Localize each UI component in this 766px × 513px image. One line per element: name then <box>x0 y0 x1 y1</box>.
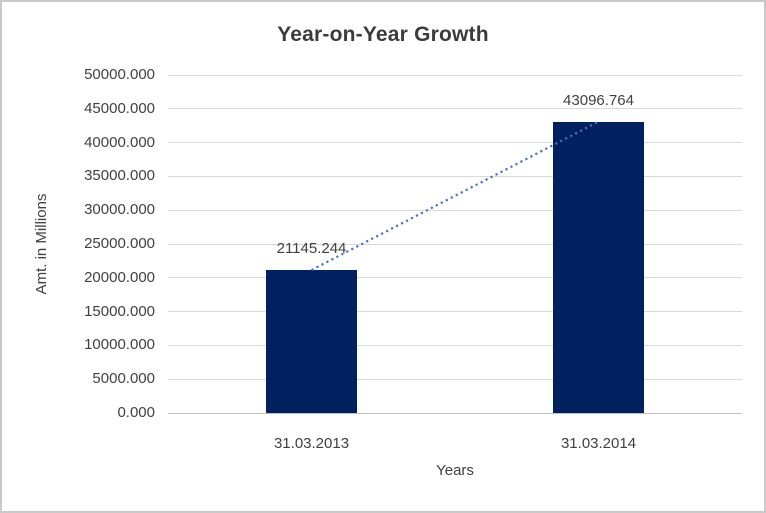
gridline <box>168 175 742 177</box>
y-tick-label: 45000.000 <box>84 99 155 117</box>
y-tick-label: 20000.000 <box>84 268 155 286</box>
y-axis-tick-labels: 0.000 5000.000 10000.000 15000.000 20000.000… <box>0 66 155 421</box>
gridline <box>168 142 742 144</box>
gridline <box>168 209 742 211</box>
gridline <box>168 378 742 380</box>
gridline <box>168 243 742 245</box>
y-tick-label: 25000.000 <box>84 235 155 252</box>
bar-31.03.2014 <box>553 121 644 413</box>
y-tick-label: 15000.000 <box>84 302 155 320</box>
y-tick-label: 10000.000 <box>84 336 155 354</box>
y-tick-label: 30000.000 <box>84 201 155 219</box>
y-tick-label: 0.000 <box>117 404 155 421</box>
x-tick-label: 31.03.2013 <box>273 435 350 452</box>
bar-31.03.2013 <box>266 270 357 413</box>
x-axis-line <box>168 412 742 414</box>
data-label: 43096.764 <box>563 91 634 109</box>
data-label: 21145.244 <box>276 240 347 258</box>
gridline <box>168 108 742 110</box>
y-tick-label: 40000.000 <box>84 133 155 151</box>
chart-title: Year-on-Year Growth <box>277 23 489 46</box>
x-tick-label: 31.03.2014 <box>560 435 637 452</box>
trendline <box>310 120 600 272</box>
y-tick-label: 50000.000 <box>84 66 155 83</box>
gridline <box>168 277 742 279</box>
gridline <box>168 344 742 346</box>
gridline <box>168 74 742 76</box>
y-tick-label: 35000.000 <box>84 167 155 185</box>
gridline <box>168 311 742 313</box>
x-axis-title: Years <box>436 462 474 479</box>
y-tick-label: 5000.000 <box>92 370 155 388</box>
plot-area: 21145.244 43096.764 <box>168 74 742 414</box>
